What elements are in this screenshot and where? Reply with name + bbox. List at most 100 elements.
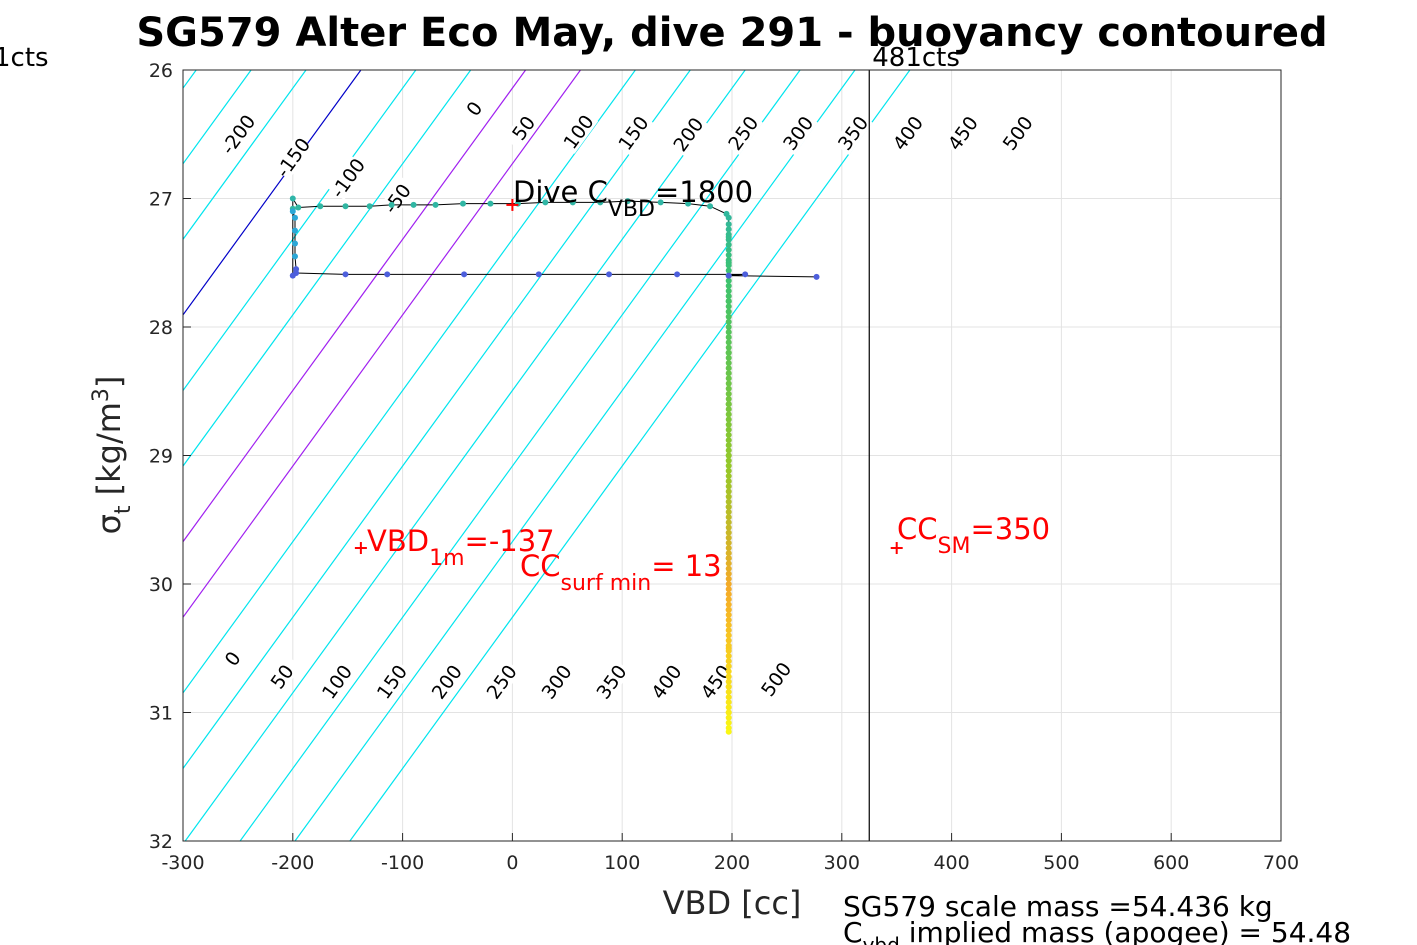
dive-point-dense — [725, 519, 732, 526]
dive-point-dense — [725, 411, 732, 418]
dive-point-dense — [725, 231, 732, 238]
markers — [354, 198, 903, 555]
contour-label-bg — [426, 659, 467, 704]
dive-point-dense — [725, 257, 732, 264]
contour-label-bg — [371, 659, 412, 704]
climb-point — [293, 266, 300, 273]
dive-point — [289, 195, 296, 202]
x-ticks: -300 -200 -100 0 100 200 300 400 500 600 700 — [161, 833, 1299, 874]
contour-label-bg — [591, 659, 632, 704]
y-tick-label: 27 — [149, 189, 173, 211]
dive-point-dense — [725, 308, 732, 315]
climb-end-point — [813, 273, 820, 280]
dive-point-dense — [725, 545, 732, 552]
dive-point-dense — [725, 375, 732, 382]
dive-point-dense — [725, 303, 732, 310]
x-tick-label: 200 — [714, 852, 750, 874]
climb-point — [342, 271, 349, 278]
dive-point-dense — [725, 359, 732, 366]
dive-point — [432, 201, 439, 208]
dive-point — [725, 214, 732, 221]
x-axis-label: VBD [cc] — [663, 884, 802, 922]
contour-line — [183, 70, 307, 241]
contour-label-bg — [261, 654, 302, 699]
contour-line — [183, 70, 581, 619]
dive-point-dense — [725, 339, 732, 346]
dive-point — [366, 203, 373, 210]
dive-point-dense — [725, 447, 732, 454]
dive-point — [295, 204, 302, 211]
climb-point — [674, 271, 681, 278]
dive-point-dense — [725, 678, 732, 685]
contour-line — [184, 70, 746, 841]
dive-point-dense — [725, 452, 732, 459]
dive-point-dense — [725, 514, 732, 521]
x-tick-label: 500 — [1043, 852, 1079, 874]
contour-line — [183, 70, 417, 392]
dive-point-dense — [725, 467, 732, 474]
dive-point-dense — [725, 226, 732, 233]
contour-line — [183, 70, 691, 770]
contour-label-bg — [695, 659, 736, 704]
contour-line — [239, 70, 801, 841]
contour-label-bg — [377, 176, 417, 221]
dive-point-dense — [725, 637, 732, 644]
dive-point — [657, 199, 664, 206]
dive-point-dense — [725, 704, 732, 711]
dive-point-dense — [725, 642, 732, 649]
dive-point-dense — [725, 288, 732, 295]
contour-line — [349, 70, 911, 841]
dive-point-dense — [725, 277, 732, 284]
dive-point-dense — [725, 385, 732, 392]
dive-point-dense — [725, 241, 732, 248]
dive-point-dense — [725, 601, 732, 608]
dive-point — [487, 200, 494, 207]
dive-point — [459, 200, 466, 207]
y-tick-label: 29 — [149, 446, 173, 468]
dive-point-dense — [725, 246, 732, 253]
climb-point — [289, 272, 296, 279]
dive-point-dense — [725, 390, 732, 397]
dive-point — [317, 203, 324, 210]
footer-scale-mass: SG579 scale mass =54.436 kg — [843, 890, 1273, 923]
dive-point — [569, 199, 576, 206]
dive-point-dense — [725, 611, 732, 618]
dive-point-dense — [725, 349, 732, 356]
climb-point — [291, 253, 298, 260]
dive-point-dense — [725, 632, 732, 639]
dive-point-dense — [725, 483, 732, 490]
vertical-lines: 481cts — [868, 43, 960, 841]
dive-point-dense — [725, 416, 732, 423]
dive-point-dense — [725, 719, 732, 726]
y-ticks: 26 27 28 29 30 31 32 — [149, 60, 191, 853]
contour-label-bg — [316, 659, 357, 704]
dive-point-dense — [725, 334, 732, 341]
dive-point-dense — [725, 380, 732, 387]
dive-point-dense — [725, 555, 732, 562]
contour-label-bg — [756, 657, 796, 702]
contour-label-bg — [942, 110, 983, 156]
contour-label-bg — [536, 659, 577, 704]
y-label-units: [kg/m — [90, 402, 128, 495]
dive-point-dense — [725, 221, 732, 228]
dive-point-dense — [725, 539, 732, 546]
dive-point-dense — [725, 282, 732, 289]
dive-point-dense — [725, 529, 732, 536]
dive-point-dense — [725, 365, 732, 372]
dive-point-dense — [725, 442, 732, 449]
buoyancy-contours — [183, 70, 911, 841]
dive-point — [685, 200, 692, 207]
climb-point — [291, 240, 298, 247]
y-label-sigma: σ — [90, 514, 128, 534]
dive-point-dense — [725, 668, 732, 675]
dive-point-dense — [725, 344, 732, 351]
dive-point-dense — [725, 354, 732, 361]
dive-point-dense — [725, 524, 732, 531]
dive-point-dense — [725, 401, 732, 408]
dive-point-dense — [725, 560, 732, 567]
data-points — [289, 195, 820, 735]
x-tick-label: 0 — [506, 852, 518, 874]
contour-label-bg — [327, 155, 368, 200]
dive-point-dense — [725, 606, 732, 613]
